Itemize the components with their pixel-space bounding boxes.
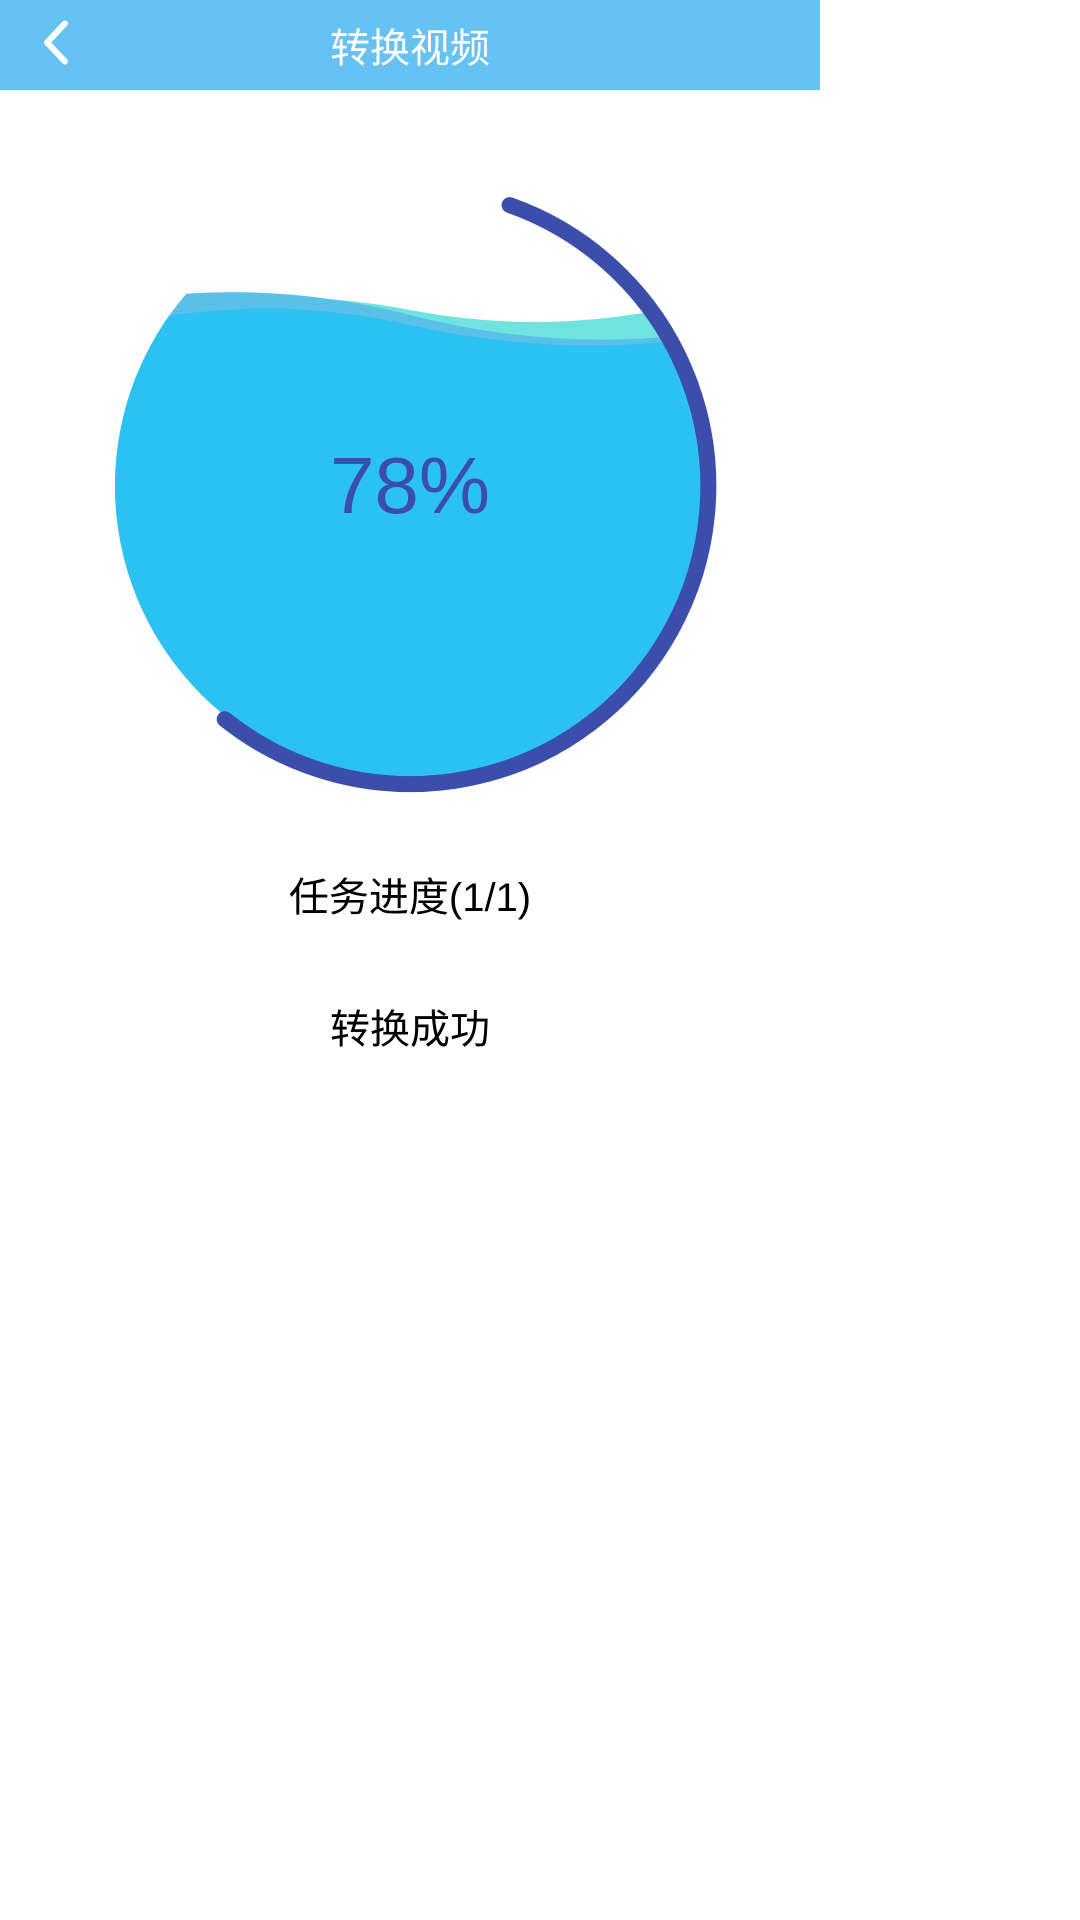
chevron-left-icon	[42, 20, 70, 66]
progress-percentage: 78%	[330, 440, 490, 532]
progress-indicator: 78%	[99, 175, 721, 797]
back-button[interactable]	[42, 20, 70, 71]
page-title: 转换视频	[330, 16, 490, 74]
content-area: 78% 任务进度(1/1) 转换成功	[0, 90, 820, 1055]
header: 转换视频	[0, 0, 820, 90]
water-fill-main	[99, 309, 721, 797]
task-progress-label: 任务进度(1/1)	[289, 865, 531, 923]
conversion-status-label: 转换成功	[330, 997, 490, 1055]
